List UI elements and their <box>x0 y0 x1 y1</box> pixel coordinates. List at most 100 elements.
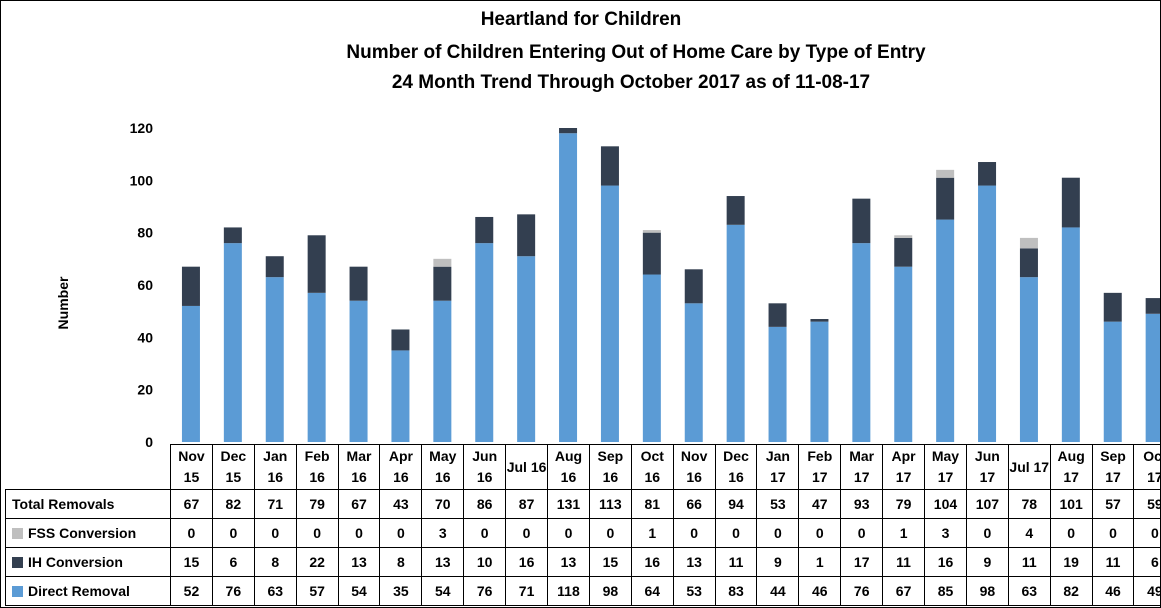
x-tick-label: Oct 17 <box>1133 444 1160 490</box>
legend-entry: Direct Removal <box>5 576 171 606</box>
value-cell: 85 <box>924 576 967 606</box>
value-cell: 0 <box>798 518 842 548</box>
bar-segment <box>642 274 661 442</box>
value-cell: 16 <box>630 547 674 577</box>
bar-segment <box>181 266 200 306</box>
value-cell: 0 <box>463 518 507 548</box>
bar-segment <box>475 243 494 442</box>
x-tick-label: Jun 16 <box>463 444 507 490</box>
legend-key <box>12 528 23 539</box>
x-tick-label: Jul 16 <box>505 444 549 490</box>
value-cell: 3 <box>421 518 465 548</box>
x-tick-label: Jan 17 <box>756 444 800 490</box>
value-cell: 10 <box>463 547 507 577</box>
value-cell: 63 <box>1007 576 1051 606</box>
total-cell: 104 <box>924 489 967 519</box>
total-cell: 93 <box>840 489 884 519</box>
total-cell: 86 <box>463 489 507 519</box>
series-row: FSS Conversion 0 0 0 0 0 0 3 0 0 0 0 1 0 0 0 0 0 1 3 0 4 0 0 0 <box>5 518 1160 548</box>
total-cell: 71 <box>253 489 297 519</box>
value-cell: 54 <box>337 576 381 606</box>
y-tick-label: 40 <box>137 329 153 345</box>
bar-segment <box>1019 237 1038 249</box>
value-cell: 54 <box>421 576 465 606</box>
y-tick-label: 100 <box>130 172 154 188</box>
bar-segment <box>433 300 452 442</box>
value-cell: 76 <box>840 576 884 606</box>
value-cell: 83 <box>714 576 758 606</box>
value-cell: 64 <box>630 576 674 606</box>
x-tick-label: Feb 17 <box>798 444 842 490</box>
value-cell: 13 <box>421 547 465 577</box>
x-tick-label: May 17 <box>924 444 967 490</box>
bar-segment <box>307 235 326 293</box>
total-cell: 82 <box>211 489 255 519</box>
bar-segment <box>642 232 661 275</box>
x-tick-label: Apr 16 <box>379 444 423 490</box>
y-axis-label: Number <box>55 276 71 329</box>
chart-subtitle: 24 Month Trend Through October 2017 as o… <box>392 72 870 93</box>
total-cell: 59 <box>1133 489 1160 519</box>
bar-segment <box>349 300 368 442</box>
x-tick-label: Dec 16 <box>714 444 758 490</box>
total-cell: 70 <box>421 489 465 519</box>
value-cell: 0 <box>253 518 297 548</box>
value-cell: 0 <box>379 518 423 548</box>
value-cell: 0 <box>588 518 632 548</box>
value-cell: 49 <box>1133 576 1160 606</box>
blank-cell <box>6 445 171 490</box>
value-cell: 0 <box>1133 518 1160 548</box>
value-cell: 44 <box>756 576 800 606</box>
value-cell: 4 <box>1007 518 1051 548</box>
total-cell: 101 <box>1049 489 1093 519</box>
value-cell: 17 <box>840 547 884 577</box>
value-cell: 13 <box>337 547 381 577</box>
x-tick-label: Mar 17 <box>840 444 884 490</box>
header-row: Nov 15 Dec 15 Jan 16 Feb 16 Mar 16 Apr 16 May … <box>6 444 1160 490</box>
value-cell: 35 <box>379 576 423 606</box>
legend-label: FSS Conversion <box>28 525 137 541</box>
value-cell: 0 <box>547 518 590 548</box>
bar-segment <box>726 224 745 442</box>
value-cell: 16 <box>505 547 549 577</box>
y-tick-label: 60 <box>137 277 153 293</box>
x-tick-label: Mar 16 <box>337 444 381 490</box>
value-cell: 0 <box>505 518 549 548</box>
bar-segment <box>684 269 703 304</box>
bar-segment <box>265 277 284 442</box>
x-tick-label: Nov 15 <box>170 444 213 490</box>
bar-segment <box>852 243 871 442</box>
total-row: Total Removals 67 82 71 79 67 43 70 86 87 131 113 81… <box>5 489 1160 519</box>
total-cell: 47 <box>798 489 842 519</box>
x-tick-label: Jul 17 <box>1007 444 1051 490</box>
total-cell: 113 <box>588 489 632 519</box>
bar-segment <box>810 321 829 442</box>
total-cell: 81 <box>630 489 674 519</box>
value-cell: 71 <box>505 576 549 606</box>
value-cell: 1 <box>798 547 842 577</box>
legend-key <box>12 586 23 597</box>
series-row: Direct Removal 52 76 63 57 54 35 54 76 71 118 98 64 5… <box>5 576 1160 606</box>
bar-segment <box>1103 321 1122 442</box>
x-tick-label: Sep 17 <box>1091 444 1135 490</box>
bar-segment <box>517 214 536 257</box>
value-cell: 13 <box>672 547 716 577</box>
value-cell: 76 <box>463 576 507 606</box>
x-tick-label: Apr 17 <box>882 444 926 490</box>
legend-entry: FSS Conversion <box>5 518 171 548</box>
value-cell: 15 <box>170 547 213 577</box>
value-cell: 0 <box>1049 518 1093 548</box>
bar-segment <box>642 230 661 233</box>
value-cell: 11 <box>714 547 758 577</box>
value-cell: 0 <box>337 518 381 548</box>
x-tick-label: Dec 15 <box>211 444 255 490</box>
bar-segment <box>433 258 452 267</box>
bar-segment <box>936 169 955 178</box>
total-cell: 67 <box>170 489 213 519</box>
bar-segment <box>1145 298 1160 314</box>
x-tick-label: Oct 16 <box>630 444 674 490</box>
bar-segment <box>517 256 536 442</box>
bar-segment <box>894 237 913 267</box>
bar-segment <box>768 303 787 327</box>
